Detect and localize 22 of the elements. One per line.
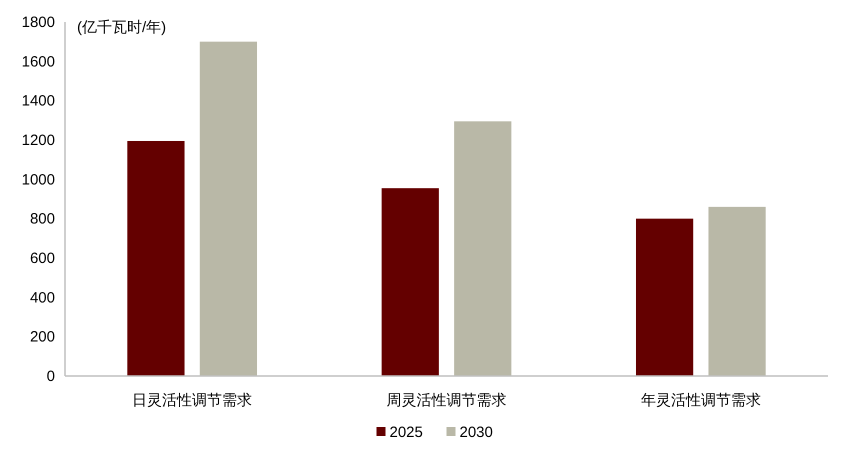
x-tick-label: 周灵活性调节需求 [386,392,506,409]
x-tick-label: 日灵活性调节需求 [132,392,252,409]
y-axis-title: (亿千瓦时/年) [77,19,166,36]
bar [708,206,766,376]
y-tick-label: 400 [30,289,55,306]
bar [454,121,512,376]
y-tick-label: 0 [46,368,55,385]
y-tick-label: 600 [30,250,55,267]
bar [127,140,185,376]
x-tick-label: 年灵活性调节需求 [640,392,761,409]
bar [382,188,439,376]
legend-label: 2025 [390,424,423,441]
bar [636,218,694,376]
y-tick-label: 200 [30,328,55,346]
legend-label: 2030 [460,424,493,441]
y-tick-label: 1600 [22,53,55,70]
y-tick-label: 1200 [22,132,55,149]
y-tick-label: 800 [30,210,55,228]
bar [200,42,258,376]
y-tick-label: 1000 [22,171,55,188]
y-tick-label: 1400 [22,92,55,110]
y-tick-label: 1800 [22,14,55,31]
